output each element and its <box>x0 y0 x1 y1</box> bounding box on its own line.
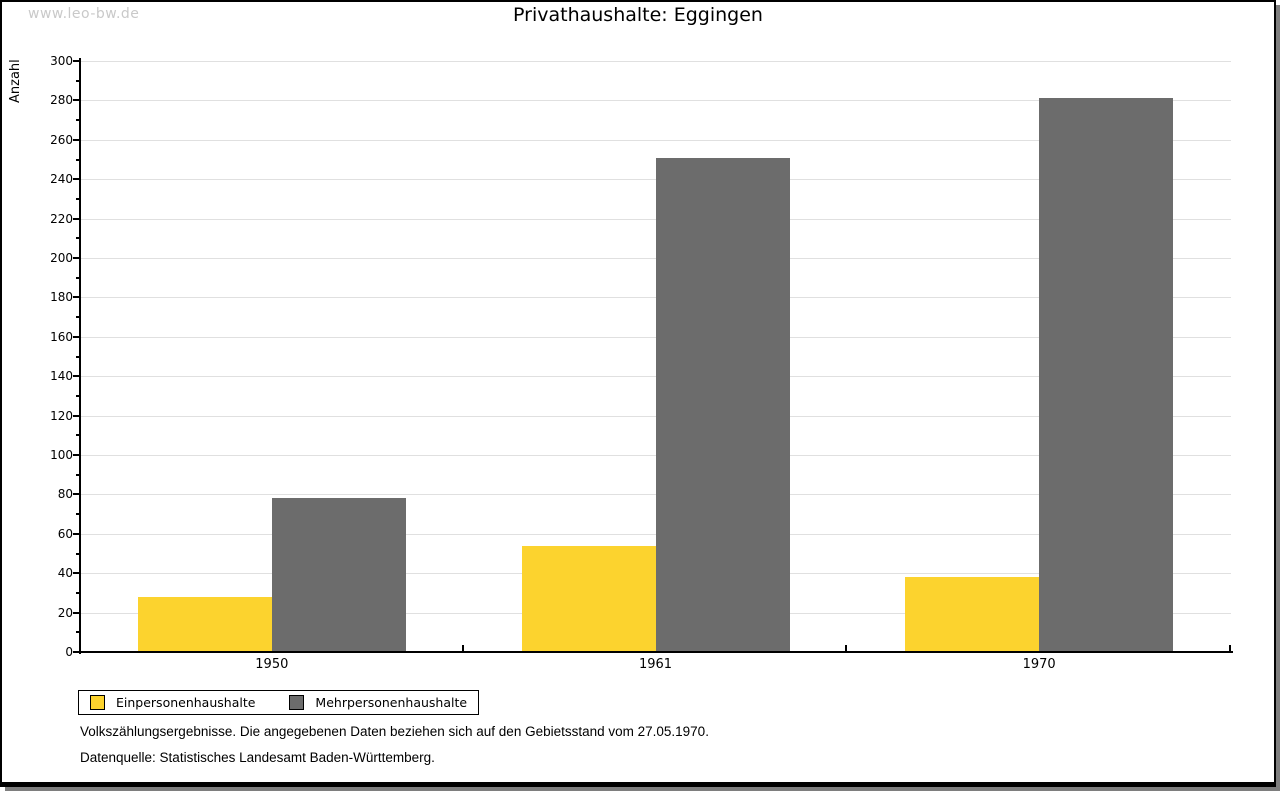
y-major-tick <box>73 99 80 102</box>
x-boundary-tick <box>1229 645 1231 652</box>
bar-mehrpersonenhaushalte <box>1039 98 1174 652</box>
x-tick-label: 1970 <box>1022 657 1056 672</box>
y-minor-tick <box>76 552 80 555</box>
y-gridline <box>80 61 1231 62</box>
y-minor-tick <box>76 237 80 240</box>
y-tick-label: 40 <box>57 566 73 581</box>
y-major-tick <box>73 296 80 299</box>
y-major-tick <box>73 493 80 496</box>
y-major-tick <box>73 532 80 535</box>
y-gridline <box>80 100 1231 102</box>
x-tick-label: 1961 <box>638 657 673 672</box>
y-major-tick <box>73 335 80 338</box>
y-minor-tick <box>76 79 80 82</box>
y-tick-label: 0 <box>65 645 73 659</box>
y-major-tick <box>73 454 80 456</box>
y-major-tick <box>73 375 80 378</box>
y-major-tick <box>73 572 80 575</box>
y-minor-tick <box>76 394 80 397</box>
y-minor-tick <box>76 158 80 161</box>
y-major-tick <box>73 257 80 259</box>
y-axis-line <box>79 58 81 654</box>
y-tick-label: 20 <box>57 605 73 620</box>
y-minor-tick <box>76 513 80 516</box>
y-tick-label: 220 <box>50 211 73 226</box>
bar-einpersonenhaushalte <box>521 545 656 652</box>
bar-mehrpersonenhaushalte <box>271 498 406 652</box>
y-tick-label: 200 <box>50 251 73 265</box>
y-tick-label: 260 <box>50 132 73 147</box>
y-minor-tick <box>76 591 80 594</box>
y-major-tick <box>73 60 80 62</box>
x-boundary-tick <box>845 645 848 652</box>
y-minor-tick <box>76 316 80 319</box>
y-minor-tick <box>76 473 80 476</box>
chart-title: Privathaushalte: Eggingen <box>513 4 763 26</box>
y-minor-tick <box>76 276 80 279</box>
y-major-tick <box>73 414 80 417</box>
x-boundary-tick <box>461 645 464 652</box>
y-minor-tick <box>76 119 80 122</box>
bar-einpersonenhaushalte <box>137 596 272 652</box>
y-tick-label: 120 <box>50 408 73 423</box>
y-major-tick <box>73 138 80 141</box>
footnote-source-note: Volkszählungsergebnisse. Die angegebenen… <box>80 724 709 739</box>
y-tick-label: 300 <box>50 54 73 68</box>
y-tick-label: 160 <box>50 329 73 344</box>
y-tick-label: 280 <box>50 93 73 108</box>
legend-item: Mehrpersonenhaushalte <box>289 695 467 710</box>
y-tick-label: 180 <box>50 290 73 305</box>
watermark-text: www.leo-bw.de <box>28 6 140 22</box>
legend-swatch <box>289 695 305 710</box>
y-minor-tick <box>76 355 80 358</box>
x-tick-label: 1950 <box>255 657 289 672</box>
y-major-tick <box>73 651 80 653</box>
y-minor-tick <box>76 197 80 200</box>
legend-item: Einpersonenhaushalte <box>90 695 255 710</box>
y-gridline <box>80 139 1231 141</box>
y-tick-label: 240 <box>50 172 73 187</box>
legend-label: Mehrpersonenhaushalte <box>315 695 468 710</box>
y-tick-label: 100 <box>50 448 73 462</box>
legend-label: Einpersonenhaushalte <box>116 695 256 710</box>
bar-mehrpersonenhaushalte <box>655 157 790 652</box>
y-tick-label: 140 <box>50 369 73 384</box>
y-minor-tick <box>76 631 80 634</box>
y-tick-label: 80 <box>57 487 73 502</box>
bar-einpersonenhaushalte <box>905 577 1040 652</box>
y-tick-label: 60 <box>57 526 73 541</box>
y-major-tick <box>73 217 80 220</box>
y-minor-tick <box>76 434 80 437</box>
y-major-tick <box>73 611 80 614</box>
y-major-tick <box>73 178 80 181</box>
legend-swatch <box>90 695 105 710</box>
footnote-data-source: Datenquelle: Statistisches Landesamt Bad… <box>80 750 435 765</box>
x-axis-line <box>79 651 1233 653</box>
legend: Einpersonenhaushalte Mehrpersonenhaushal… <box>78 690 480 715</box>
